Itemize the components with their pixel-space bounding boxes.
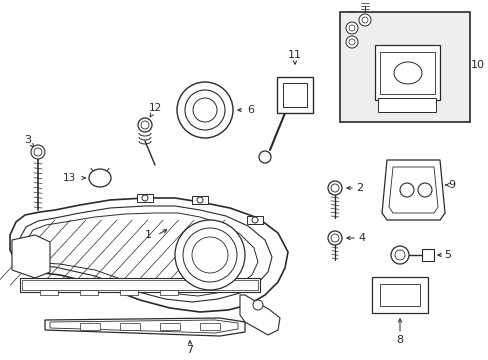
- Circle shape: [31, 145, 45, 159]
- Circle shape: [193, 98, 217, 122]
- Ellipse shape: [89, 169, 111, 187]
- Bar: [20, 278, 260, 292]
- Bar: [80, 290, 98, 295]
- Circle shape: [346, 22, 357, 34]
- Bar: [160, 290, 178, 295]
- Bar: [40, 290, 58, 295]
- Text: 13: 13: [62, 173, 76, 183]
- Text: 9: 9: [447, 180, 455, 190]
- Bar: [80, 323, 100, 330]
- Bar: [276, 77, 312, 113]
- Polygon shape: [12, 235, 50, 278]
- Polygon shape: [381, 160, 444, 220]
- Circle shape: [141, 121, 149, 129]
- Circle shape: [399, 183, 413, 197]
- Text: 5: 5: [444, 250, 450, 260]
- Polygon shape: [240, 295, 280, 335]
- Circle shape: [358, 14, 370, 26]
- Circle shape: [394, 250, 404, 260]
- Circle shape: [330, 234, 338, 242]
- Bar: [421, 249, 433, 261]
- Bar: [283, 83, 306, 107]
- Circle shape: [346, 36, 357, 48]
- Circle shape: [197, 197, 203, 203]
- Polygon shape: [45, 318, 244, 336]
- Circle shape: [417, 183, 431, 197]
- Circle shape: [361, 17, 367, 23]
- Circle shape: [252, 300, 263, 310]
- Circle shape: [327, 181, 341, 195]
- Text: 3: 3: [24, 135, 31, 145]
- Bar: [137, 194, 153, 202]
- Circle shape: [251, 217, 258, 223]
- Bar: [339, 12, 469, 122]
- Circle shape: [330, 184, 338, 192]
- Bar: [120, 290, 138, 295]
- Bar: [374, 45, 439, 100]
- Text: 7: 7: [186, 345, 193, 355]
- Circle shape: [348, 25, 354, 31]
- Ellipse shape: [393, 62, 421, 84]
- Bar: [379, 284, 419, 306]
- Text: 12: 12: [148, 103, 162, 113]
- Text: 6: 6: [246, 105, 253, 115]
- Bar: [377, 98, 435, 112]
- Text: 10: 10: [470, 60, 484, 70]
- Bar: [160, 323, 180, 330]
- Text: 4: 4: [358, 233, 365, 243]
- Circle shape: [138, 118, 152, 132]
- Bar: [379, 52, 434, 94]
- Circle shape: [175, 220, 244, 290]
- Bar: [22, 280, 258, 290]
- Text: 2: 2: [356, 183, 363, 193]
- Bar: [192, 196, 207, 204]
- Circle shape: [184, 90, 224, 130]
- Circle shape: [348, 39, 354, 45]
- Bar: [246, 216, 263, 224]
- Bar: [120, 323, 140, 330]
- Circle shape: [177, 82, 232, 138]
- Text: 1: 1: [144, 230, 151, 240]
- Text: 8: 8: [396, 335, 403, 345]
- Circle shape: [259, 151, 270, 163]
- Circle shape: [34, 148, 42, 156]
- Circle shape: [390, 246, 408, 264]
- Bar: [200, 323, 220, 330]
- Circle shape: [327, 231, 341, 245]
- Bar: [371, 277, 427, 313]
- Circle shape: [142, 195, 148, 201]
- Text: 11: 11: [287, 50, 302, 60]
